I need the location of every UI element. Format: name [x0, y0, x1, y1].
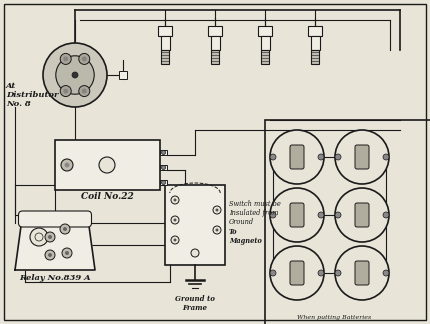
Circle shape: [335, 154, 341, 160]
Circle shape: [270, 246, 324, 300]
Text: Relay No.839 A: Relay No.839 A: [19, 274, 91, 282]
Circle shape: [270, 188, 324, 242]
Text: When putting Batteries: When putting Batteries: [297, 315, 371, 320]
Circle shape: [335, 188, 389, 242]
Circle shape: [35, 233, 43, 241]
Circle shape: [82, 88, 87, 94]
Circle shape: [173, 199, 176, 202]
Circle shape: [162, 166, 166, 169]
Circle shape: [79, 53, 90, 64]
Bar: [265, 120, 430, 324]
Circle shape: [383, 270, 389, 276]
Bar: [258, 26, 272, 36]
Bar: [208, 26, 222, 36]
Circle shape: [60, 86, 71, 97]
Circle shape: [173, 238, 176, 241]
FancyBboxPatch shape: [18, 211, 92, 227]
Circle shape: [335, 130, 389, 184]
Text: At
Distributor
No. 8: At Distributor No. 8: [6, 82, 58, 108]
Bar: [311, 50, 319, 64]
Circle shape: [82, 56, 87, 62]
Circle shape: [318, 154, 324, 160]
Circle shape: [63, 227, 67, 231]
Circle shape: [30, 228, 48, 246]
Bar: [160, 180, 167, 185]
Bar: [158, 26, 172, 36]
FancyBboxPatch shape: [355, 261, 369, 285]
Circle shape: [318, 270, 324, 276]
Circle shape: [215, 228, 218, 232]
Circle shape: [162, 151, 166, 155]
Circle shape: [335, 212, 341, 218]
Circle shape: [213, 226, 221, 234]
Bar: [160, 150, 167, 155]
Bar: [119, 71, 127, 79]
FancyBboxPatch shape: [290, 145, 304, 169]
Circle shape: [270, 212, 276, 218]
Text: Ground to
Frame: Ground to Frame: [175, 295, 215, 312]
FancyBboxPatch shape: [355, 203, 369, 227]
Bar: [211, 36, 219, 50]
Polygon shape: [15, 215, 95, 270]
Circle shape: [65, 251, 69, 255]
Circle shape: [270, 154, 276, 160]
Circle shape: [64, 163, 70, 168]
Bar: [310, 36, 319, 50]
Circle shape: [43, 43, 107, 107]
Circle shape: [72, 72, 78, 78]
Circle shape: [45, 232, 55, 242]
Bar: [261, 50, 269, 64]
Circle shape: [61, 159, 73, 171]
Bar: [261, 36, 270, 50]
Circle shape: [45, 250, 55, 260]
Circle shape: [56, 56, 94, 94]
Circle shape: [270, 130, 324, 184]
Circle shape: [63, 88, 68, 94]
Circle shape: [60, 224, 70, 234]
FancyBboxPatch shape: [290, 203, 304, 227]
Circle shape: [383, 154, 389, 160]
Bar: [211, 50, 219, 64]
FancyBboxPatch shape: [355, 145, 369, 169]
Bar: [55, 140, 160, 190]
Text: To
Magneto: To Magneto: [229, 228, 262, 245]
Circle shape: [318, 212, 324, 218]
Circle shape: [335, 246, 389, 300]
Bar: [160, 165, 167, 170]
Circle shape: [171, 216, 179, 224]
FancyBboxPatch shape: [290, 261, 304, 285]
Circle shape: [171, 196, 179, 204]
Circle shape: [213, 206, 221, 214]
Circle shape: [99, 157, 115, 173]
Circle shape: [62, 248, 72, 258]
Circle shape: [270, 270, 276, 276]
Circle shape: [48, 235, 52, 239]
Circle shape: [335, 270, 341, 276]
Circle shape: [215, 209, 218, 212]
Circle shape: [171, 236, 179, 244]
Bar: [165, 185, 225, 265]
Circle shape: [48, 253, 52, 257]
Circle shape: [383, 212, 389, 218]
Circle shape: [63, 56, 68, 62]
Text: Coil No.22: Coil No.22: [81, 192, 134, 201]
Circle shape: [173, 218, 176, 222]
Bar: [308, 26, 322, 36]
Circle shape: [79, 86, 90, 97]
Text: Switch must be
Insulated from
Ground: Switch must be Insulated from Ground: [229, 200, 281, 226]
Bar: [161, 50, 169, 64]
Circle shape: [191, 249, 199, 257]
Bar: [160, 36, 169, 50]
Circle shape: [60, 53, 71, 64]
Circle shape: [162, 180, 166, 184]
